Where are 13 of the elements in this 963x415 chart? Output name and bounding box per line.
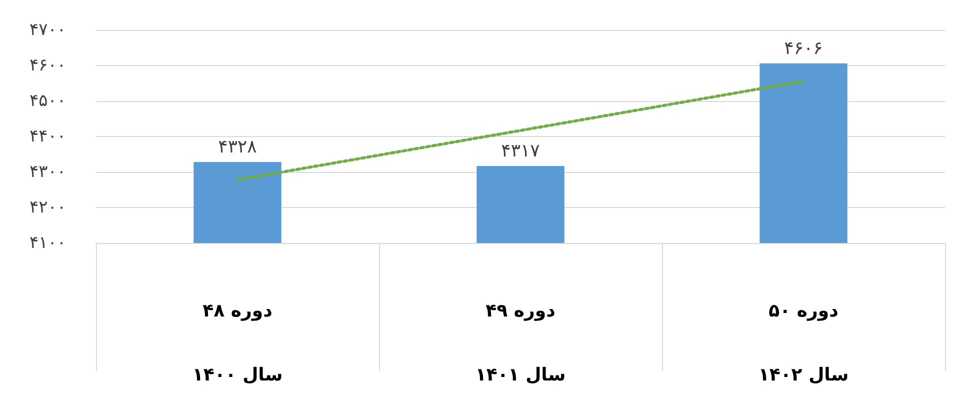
y-tick-label: ۴۷۰۰ — [29, 20, 66, 40]
y-tick-label: ۴۶۰۰ — [29, 56, 66, 76]
category-label: دوره ۵۰ سال ۱۴۰۲ — [758, 300, 849, 386]
data-label: ۴۳۲۸ — [218, 136, 258, 158]
data-label: ۴۳۱۷ — [501, 140, 540, 162]
y-tick-label: ۴۴۰۰ — [29, 126, 66, 146]
category-label: دوره ۴۸ سال ۱۴۰۰ — [192, 300, 283, 386]
y-tick-label: ۴۵۰۰ — [29, 91, 66, 111]
data-label: ۴۶۰۶ — [784, 38, 823, 59]
category-label: دوره ۴۹ سال ۱۴۰۱ — [475, 300, 566, 386]
y-tick-label: ۴۲۰۰ — [29, 198, 66, 218]
y-tick-label: ۴۳۰۰ — [29, 162, 66, 182]
y-tick-label: ۴۱۰۰ — [29, 233, 66, 253]
